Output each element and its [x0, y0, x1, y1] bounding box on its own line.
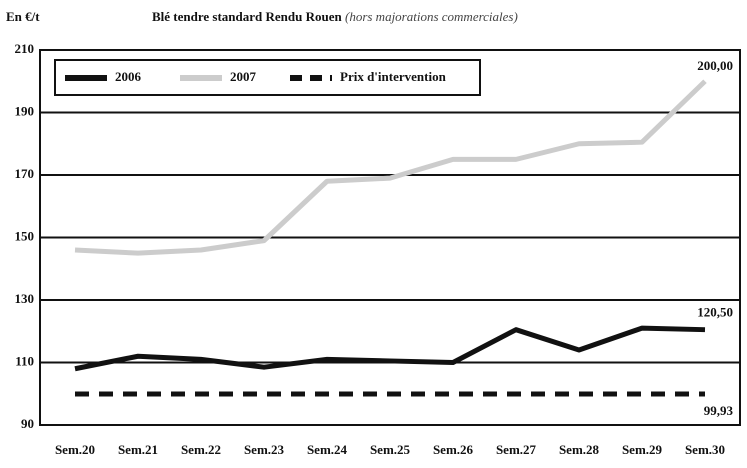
legend-label: 2007 [230, 69, 257, 84]
x-tick-label: Sem.24 [307, 442, 348, 457]
y-tick-label: 190 [15, 103, 35, 118]
subtitle: (hors majorations commerciales) [345, 9, 518, 24]
value-label: 99,93 [704, 403, 734, 418]
x-tick-label: Sem.29 [622, 442, 663, 457]
x-tick-label: Sem.30 [685, 442, 725, 457]
y-tick-label: 150 [15, 228, 35, 243]
value-label: 200,00 [697, 58, 733, 73]
title: Blé tendre standard Rendu Rouen [152, 9, 343, 24]
x-tick-label: Sem.20 [55, 442, 95, 457]
x-tick-label: Sem.25 [370, 442, 411, 457]
value-label: 120,50 [697, 305, 733, 320]
series-line [74, 325, 706, 372]
legend-label: Prix d'intervention [340, 69, 447, 84]
legend-box [54, 59, 481, 96]
y-tick-label: 110 [15, 353, 34, 368]
x-tick-label: Sem.27 [496, 442, 537, 457]
x-tick-label: Sem.28 [559, 442, 600, 457]
x-tick-label: Sem.21 [118, 442, 158, 457]
y-axis-label: En €/t [6, 9, 40, 24]
x-tick-label: Sem.23 [244, 442, 285, 457]
legend-label: 2006 [115, 69, 142, 84]
chart-title: Blé tendre standard Rendu Rouen (hors ma… [152, 9, 518, 24]
y-tick-label: 130 [15, 291, 35, 306]
x-tick-label: Sem.22 [181, 442, 221, 457]
y-tick-label: 90 [21, 416, 34, 431]
y-tick-label: 170 [15, 166, 35, 181]
x-tick-label: Sem.26 [433, 442, 474, 457]
y-tick-label: 210 [15, 41, 35, 56]
series-line [74, 79, 707, 256]
